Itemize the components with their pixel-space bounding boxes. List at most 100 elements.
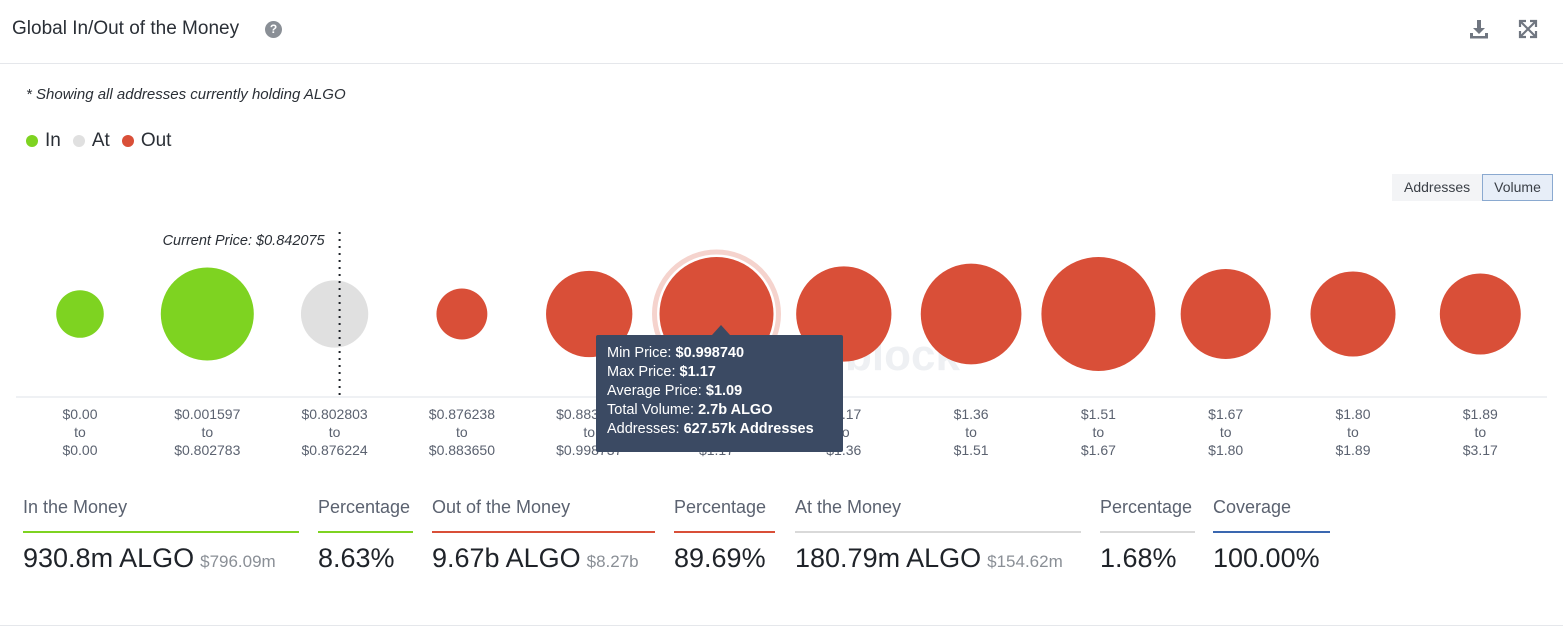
addresses-toggle-button[interactable]: Addresses — [1392, 174, 1483, 201]
x-tick-label: $0.00 — [62, 442, 97, 458]
metric-toggle: Addresses Volume — [1392, 174, 1553, 201]
legend-dot-in — [26, 135, 38, 147]
x-tick-label: $0.876238 — [429, 406, 495, 422]
bottom-divider — [0, 625, 1563, 626]
stat-in-percentage: Percentage 8.63% — [318, 495, 413, 574]
tooltip-addresses-label: Addresses: — [607, 421, 680, 437]
x-tick-label: $1.51 — [1081, 406, 1116, 422]
bubble-tooltip: Min Price: $0.998740 Max Price: $1.17 Av… — [596, 335, 843, 452]
holders-note: * Showing all addresses currently holdin… — [26, 86, 346, 103]
stat-coverage: Coverage 100.00% — [1213, 495, 1330, 574]
bubble-in[interactable] — [160, 267, 254, 361]
legend-item-out[interactable]: Out — [121, 130, 172, 152]
chart-legend: In At Out — [26, 130, 183, 152]
stat-value: 89.69% — [674, 543, 766, 573]
bubble-out[interactable] — [1439, 273, 1521, 355]
tooltip-min-price: $0.998740 — [675, 345, 745, 361]
tooltip-addresses: 627.57k Addresses — [683, 421, 814, 437]
x-tick-label: $1.67 — [1208, 406, 1243, 422]
x-tick-label: $0.883650 — [429, 442, 495, 458]
x-tick-label: to — [456, 424, 468, 440]
tooltip-arrow — [712, 325, 730, 335]
stat-out-percentage: Percentage 89.69% — [674, 495, 775, 574]
stat-label: At the Money — [795, 495, 1081, 533]
x-tick-label: to — [329, 424, 341, 440]
tooltip-volume-row: Total Volume: 2.7b ALGO — [607, 401, 832, 420]
x-tick-label: $0.802783 — [174, 442, 240, 458]
stat-at-the-money: At the Money 180.79m ALGO $154.62m — [795, 495, 1081, 574]
x-tick-label: $1.67 — [1081, 442, 1116, 458]
widget-header: Global In/Out of the Money ? — [0, 0, 1563, 64]
x-tick-label: $0.802803 — [302, 406, 368, 422]
question-circle-icon[interactable]: ? — [265, 21, 282, 38]
stat-value: 180.79m ALGO $154.62m — [795, 543, 1081, 574]
bubble-out[interactable] — [436, 288, 488, 340]
tooltip-max-price-label: Max Price: — [607, 364, 676, 380]
legend-label-in: In — [45, 130, 61, 151]
tooltip-min-price-row: Min Price: $0.998740 — [607, 344, 832, 363]
stat-label: In the Money — [23, 495, 299, 533]
tooltip-addresses-row: Addresses: 627.57k Addresses — [607, 420, 832, 439]
stat-value: 9.67b ALGO $8.27b — [432, 543, 655, 574]
tooltip-avg-price-row: Average Price: $1.09 — [607, 382, 832, 401]
x-tick-label: $3.17 — [1463, 442, 1498, 458]
x-tick-label: $1.80 — [1335, 406, 1370, 422]
x-tick-label: to — [201, 424, 213, 440]
x-tick-label: to — [838, 424, 850, 440]
stat-out-of-the-money: Out of the Money 9.67b ALGO $8.27b — [432, 495, 655, 574]
bubble-out[interactable] — [1310, 271, 1396, 357]
legend-item-at[interactable]: At — [72, 130, 110, 152]
stat-in-the-money: In the Money 930.8m ALGO $796.09m — [23, 495, 299, 574]
stat-value: 930.8m ALGO $796.09m — [23, 543, 299, 574]
stat-label: Coverage — [1213, 495, 1330, 533]
stat-usd: $8.27b — [586, 552, 639, 571]
tooltip-avg-price-label: Average Price: — [607, 383, 702, 399]
fullscreen-icon[interactable] — [1517, 18, 1539, 40]
download-icon[interactable] — [1468, 18, 1490, 40]
legend-dot-at — [72, 135, 85, 147]
bubble-in[interactable] — [56, 290, 104, 338]
legend-item-in[interactable]: In — [26, 130, 61, 152]
tooltip-min-price-label: Min Price: — [607, 345, 672, 361]
stat-label: Percentage — [1100, 495, 1195, 533]
bubble-out[interactable] — [920, 263, 1022, 365]
stat-value: 1.68% — [1100, 543, 1177, 573]
widget-title: Global In/Out of the Money — [12, 18, 240, 39]
x-tick-label: to — [1474, 424, 1486, 440]
stat-amount: 9.67b ALGO — [432, 543, 581, 573]
tooltip-avg-price: $1.09 — [705, 383, 743, 399]
stat-usd: $154.62m — [987, 552, 1063, 571]
legend-dot-out — [121, 135, 134, 147]
stat-usd: $796.09m — [200, 552, 276, 571]
stat-value: 8.63% — [318, 543, 395, 573]
x-tick-label: to — [1347, 424, 1359, 440]
current-price-label: Current Price: $0.842075 — [163, 233, 326, 249]
summary-stats: In the Money 930.8m ALGO $796.09m Percent… — [0, 495, 1563, 605]
x-tick-label: to — [1093, 424, 1105, 440]
tooltip-volume-label: Total Volume: — [607, 402, 695, 418]
bubble-out[interactable] — [1180, 268, 1271, 360]
x-tick-label: $0.00 — [62, 406, 97, 422]
bubble-at[interactable] — [300, 280, 369, 348]
stat-amount: 180.79m ALGO — [795, 543, 982, 573]
legend-label-out: Out — [140, 130, 172, 151]
x-tick-label: to — [583, 424, 595, 440]
volume-toggle-button[interactable]: Volume — [1482, 174, 1553, 201]
x-tick-label: $1.51 — [954, 442, 989, 458]
x-tick-label: $1.36 — [954, 406, 989, 422]
tooltip-volume: 2.7b ALGO — [698, 402, 773, 418]
stat-label: Percentage — [674, 495, 775, 533]
tooltip-max-price-row: Max Price: $1.17 — [607, 363, 832, 382]
x-tick-label: to — [965, 424, 977, 440]
x-tick-label: to — [74, 424, 86, 440]
stat-label: Out of the Money — [432, 495, 655, 533]
x-tick-label: $1.89 — [1335, 442, 1370, 458]
x-tick-label: $1.80 — [1208, 442, 1243, 458]
x-tick-label: $0.876224 — [302, 442, 368, 458]
stat-amount: 930.8m ALGO — [23, 543, 195, 573]
stat-label: Percentage — [318, 495, 413, 533]
iomap-bubble-chart: block$0.00to$0.00$0.001597to$0.802783$0.… — [16, 232, 1547, 458]
x-tick-label: to — [1220, 424, 1232, 440]
bubble-out[interactable] — [1041, 257, 1156, 371]
stat-at-percentage: Percentage 1.68% — [1100, 495, 1195, 574]
